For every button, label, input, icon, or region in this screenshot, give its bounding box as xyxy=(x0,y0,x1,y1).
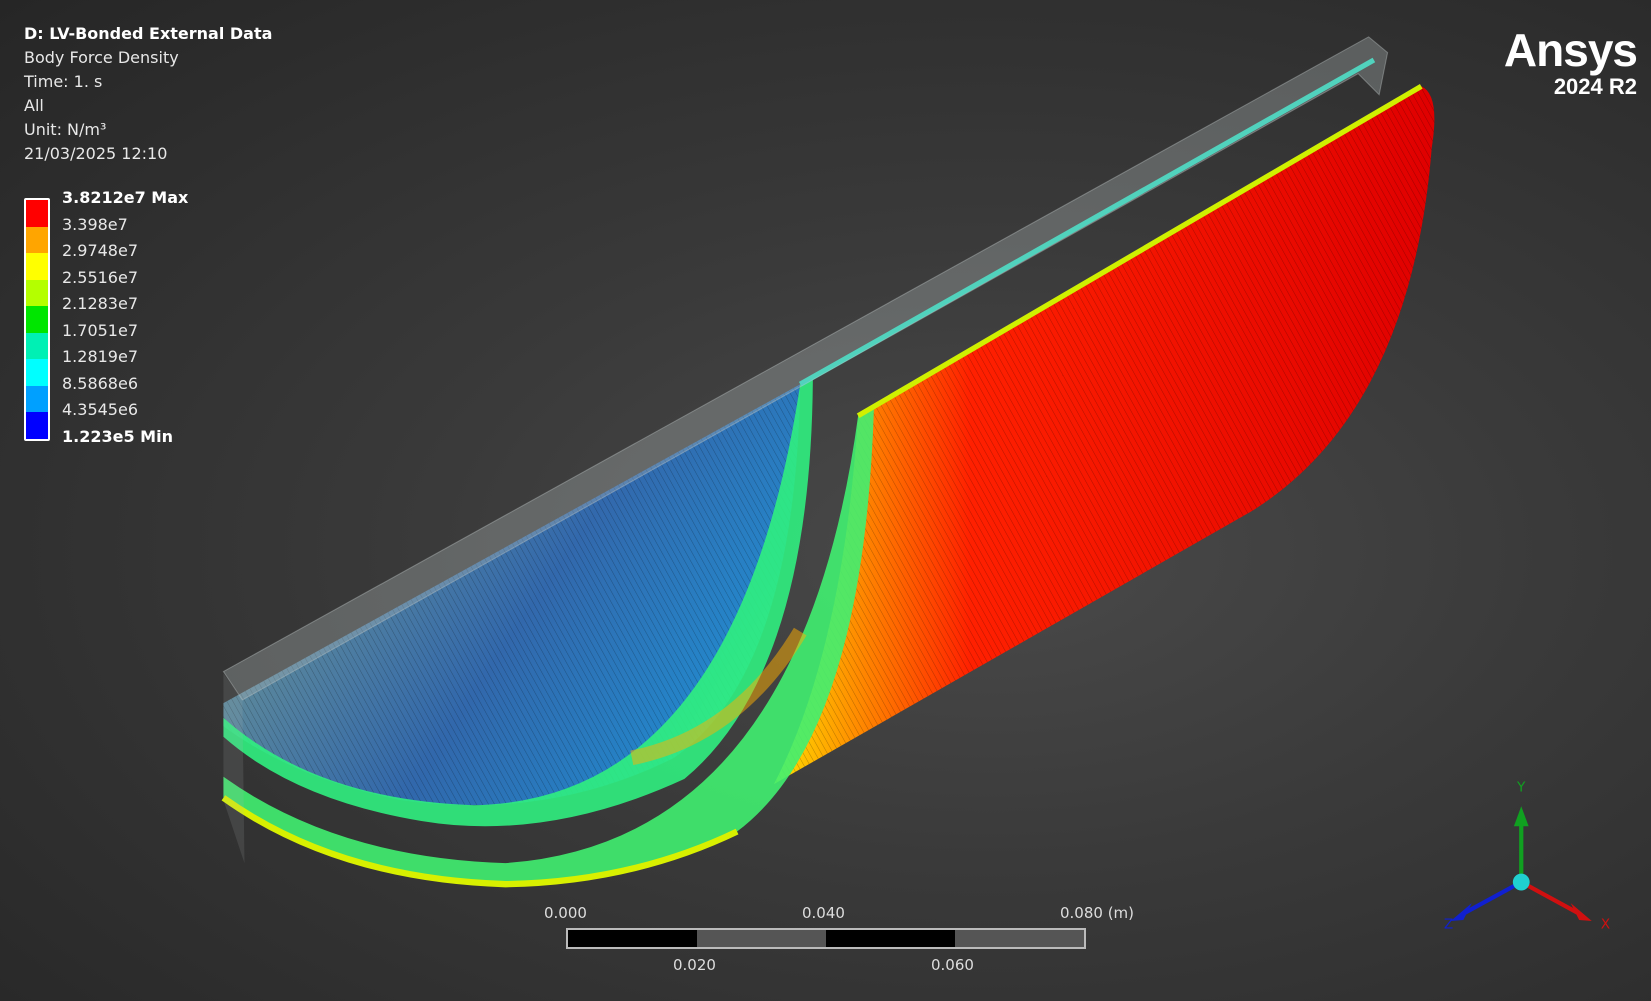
legend-color-band xyxy=(26,359,48,386)
legend-label: 2.9748e7 xyxy=(62,241,139,260)
axis-y-label: Y xyxy=(1516,780,1526,796)
axis-triad[interactable]: Y X Z xyxy=(1444,780,1610,933)
scale-label: 0.080 (m) xyxy=(1060,904,1135,922)
legend-label: 1.7051e7 xyxy=(62,320,139,340)
legend-color-band xyxy=(26,279,48,306)
legend-label: 1.223e5 Min xyxy=(62,426,173,446)
axis-z-label: Z xyxy=(1444,916,1453,932)
legend-color-band xyxy=(26,412,48,439)
legend-label: 3.398e7 xyxy=(62,214,128,234)
scale-bar-graphic xyxy=(566,928,1086,949)
color-bar xyxy=(24,198,50,441)
legend-color-band xyxy=(26,253,48,280)
result-info: D: LV-Bonded External Data Body Force De… xyxy=(24,22,272,166)
result-type: Body Force Density xyxy=(24,48,179,67)
result-scope: All xyxy=(24,96,44,115)
legend-color-band xyxy=(26,385,48,412)
legend-label: 8.5868e6 xyxy=(62,373,139,393)
ansys-logo: Ansys 2024 R2 xyxy=(1503,24,1638,100)
scale-label: 0.000 xyxy=(544,904,587,922)
result-time: Time: 1. s xyxy=(24,72,103,91)
legend-color-band xyxy=(26,332,48,359)
legend-label: 2.1283e7 xyxy=(62,294,139,313)
scale-label: 0.040 xyxy=(802,904,845,922)
result-unit: Unit: N/m³ xyxy=(24,120,107,139)
logo-version: 2024 R2 xyxy=(1553,74,1637,99)
legend-color-band xyxy=(26,306,48,333)
legend-label: 3.8212e7 Max xyxy=(62,188,189,207)
scale-label: 0.060 xyxy=(931,956,974,974)
result-timestamp: 21/03/2025 12:10 xyxy=(24,144,168,163)
logo-brand: Ansys xyxy=(1503,24,1638,76)
legend-color-band xyxy=(26,200,48,227)
legend-label: 1.2819e7 xyxy=(62,347,139,366)
axis-x-label: X xyxy=(1601,916,1610,932)
scale-label: 0.020 xyxy=(673,956,716,974)
legend-color-band xyxy=(26,226,48,253)
legend-label: 4.3545e6 xyxy=(62,400,139,419)
transparent-housing xyxy=(222,36,1389,701)
result-title: D: LV-Bonded External Data xyxy=(24,24,273,43)
legend-label: 2.5516e7 xyxy=(62,267,139,287)
